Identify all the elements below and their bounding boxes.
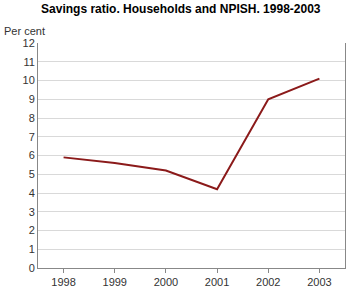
svg-text:12: 12: [23, 37, 35, 49]
svg-text:2001: 2001: [205, 276, 229, 288]
svg-text:2003: 2003: [307, 276, 331, 288]
svg-text:6: 6: [29, 149, 35, 161]
svg-text:1: 1: [29, 243, 35, 255]
svg-text:1998: 1998: [51, 276, 75, 288]
svg-text:10: 10: [23, 74, 35, 86]
svg-text:Per cent: Per cent: [4, 25, 45, 37]
svg-text:3: 3: [29, 206, 35, 218]
svg-text:2002: 2002: [256, 276, 280, 288]
svg-text:7: 7: [29, 131, 35, 143]
svg-text:9: 9: [29, 93, 35, 105]
svg-text:4: 4: [29, 187, 35, 199]
svg-text:11: 11: [23, 56, 34, 68]
svg-text:8: 8: [29, 112, 35, 124]
svg-text:0: 0: [29, 262, 35, 274]
svg-text:1999: 1999: [103, 276, 127, 288]
svg-text:2000: 2000: [154, 276, 178, 288]
svg-text:5: 5: [29, 168, 35, 180]
svg-text:Savings ratio. Households and: Savings ratio. Households and NPISH. 199…: [41, 2, 321, 16]
svg-text:2: 2: [29, 224, 35, 236]
